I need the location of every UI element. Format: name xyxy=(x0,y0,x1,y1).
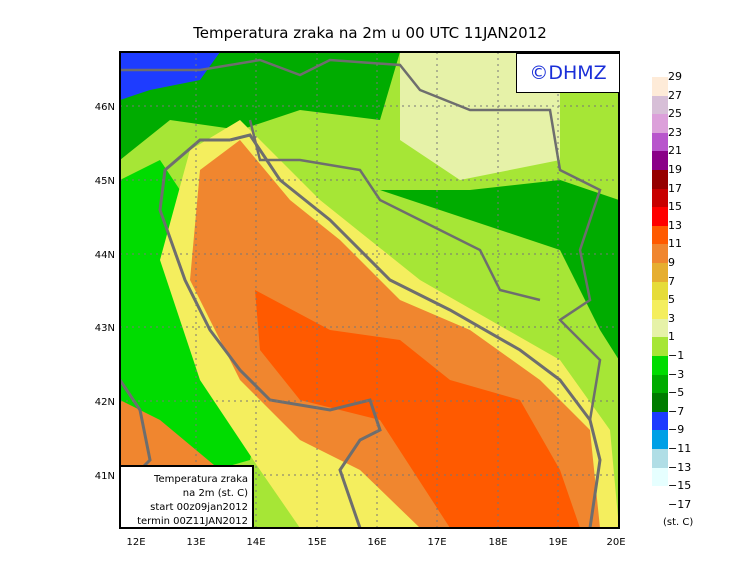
legend-swatch xyxy=(652,77,668,96)
lat-tick: 42N xyxy=(95,397,115,408)
legend-label: 29 xyxy=(668,70,682,83)
legend-label: −11 xyxy=(668,442,692,455)
lon-tick: 14E xyxy=(246,537,265,548)
legend-label: −17 xyxy=(668,497,692,511)
legend-swatch xyxy=(652,244,668,263)
lat-tick: 45N xyxy=(95,176,115,187)
info-line: termin 00Z11JAN2012 xyxy=(137,516,248,527)
legend-swatch xyxy=(652,300,668,319)
legend-swatch xyxy=(652,207,668,226)
legend-label: 15 xyxy=(668,200,682,214)
info-line: start 00z09jan2012 xyxy=(150,502,248,513)
croatia-border xyxy=(248,119,541,302)
dinaric-region xyxy=(380,180,619,360)
legend-label: −5 xyxy=(668,386,685,400)
legend-label: 3 xyxy=(668,311,675,325)
legend-swatch xyxy=(652,449,668,468)
legend-swatch xyxy=(652,263,668,282)
lon-tick: 15E xyxy=(307,537,326,548)
legend-swatch xyxy=(652,281,668,301)
legend-label: −9 xyxy=(668,423,685,437)
info-box: Temperatura zraka na 2m (st. C) start 00… xyxy=(121,465,254,527)
legend-label: 23 xyxy=(668,125,682,139)
lat-tick: 41N xyxy=(95,471,115,482)
legend-swatch xyxy=(652,467,668,487)
legend-label: 17 xyxy=(668,181,682,195)
legend-swatch xyxy=(652,356,668,375)
east-coastline xyxy=(229,133,602,528)
info-line: Temperatura zraka xyxy=(154,474,248,485)
west-coastline xyxy=(158,138,382,528)
legend-label: 21 xyxy=(668,144,682,158)
legend-swatch xyxy=(652,337,668,356)
lat-tick: 44N xyxy=(95,250,115,261)
cold-region xyxy=(120,52,220,100)
legend-swatch xyxy=(652,430,668,449)
legend-swatch xyxy=(652,225,668,245)
lat-tick: 46N xyxy=(95,102,115,113)
legend-swatch xyxy=(652,318,668,338)
legend-swatch xyxy=(652,374,668,394)
lon-tick: 16E xyxy=(367,537,386,548)
legend-swatch xyxy=(652,393,668,412)
borders xyxy=(120,58,602,421)
map-title: Temperatura zraka na 2m u 00 UTC 11JAN20… xyxy=(193,24,547,42)
legend-unit: (st. C) xyxy=(663,517,694,528)
lon-tick: 17E xyxy=(427,537,446,548)
legend-swatch xyxy=(652,188,668,208)
legend-swatch xyxy=(652,114,668,133)
legend-swatch xyxy=(652,411,668,431)
legend-swatch xyxy=(652,95,668,115)
legend-label: −7 xyxy=(668,404,685,418)
legend-label: −15 xyxy=(668,479,692,493)
legend-label: 25 xyxy=(668,107,682,121)
lon-tick: 13E xyxy=(186,537,205,548)
legend-label: 19 xyxy=(668,163,682,176)
legend-label: −3 xyxy=(668,367,685,381)
legend-swatch xyxy=(652,151,668,170)
legend-swatch xyxy=(652,170,668,189)
legend-swatch xyxy=(652,132,668,152)
gridlines xyxy=(120,52,619,528)
legend-label: 11 xyxy=(668,237,682,251)
adriatic-sea-warmest xyxy=(255,290,580,528)
lon-tick: 20E xyxy=(606,537,625,548)
legend-label: −1 xyxy=(668,349,685,362)
lon-tick: 12E xyxy=(126,537,145,548)
legend-label: 1 xyxy=(668,330,675,344)
legend-label: 5 xyxy=(668,293,675,307)
lon-tick: 19E xyxy=(548,537,567,548)
legend-label: 13 xyxy=(668,218,682,232)
lon-tick: 18E xyxy=(488,537,507,548)
map-frame xyxy=(119,51,620,529)
legend-label: 9 xyxy=(668,256,675,269)
info-line: na 2m (st. C) xyxy=(182,488,248,499)
legend-label: 7 xyxy=(668,274,675,288)
dhmz-logo: ©DHMZ xyxy=(516,53,620,93)
legend-label: 27 xyxy=(668,88,682,102)
legend-label: −13 xyxy=(668,460,692,474)
lat-tick: 43N xyxy=(95,323,115,334)
